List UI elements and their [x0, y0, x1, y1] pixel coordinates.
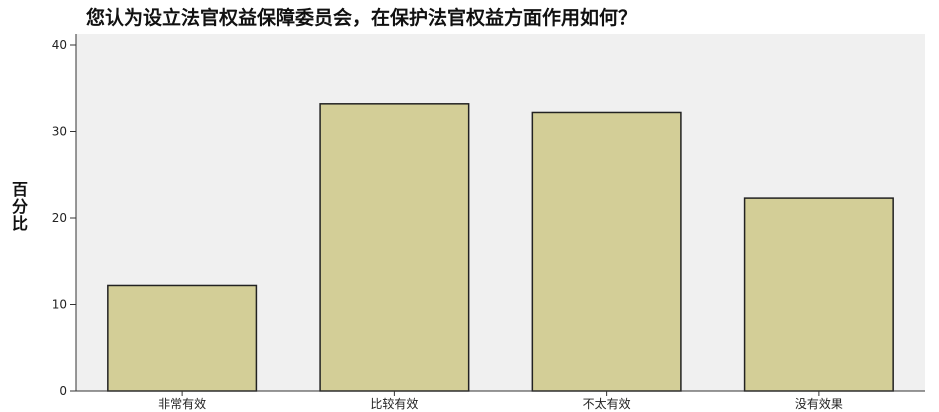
- y-axis: 0 10 20 30 40: [52, 34, 77, 398]
- x-tick-label: 比较有效: [370, 396, 418, 411]
- x-tick-label: 不太有效: [583, 396, 631, 411]
- y-tick-label: 0: [59, 384, 67, 398]
- bar: [107, 284, 258, 392]
- x-tick-label: 没有效果: [795, 396, 843, 411]
- y-tick-label: 10: [52, 298, 67, 312]
- y-tick-label: 30: [52, 125, 67, 139]
- bar: [743, 197, 894, 392]
- y-tick-label: 20: [52, 211, 67, 225]
- y-tick-label: 40: [52, 38, 67, 52]
- y-axis-label-char: 分: [12, 197, 28, 216]
- y-axis-label-char: 比: [12, 214, 28, 233]
- x-axis: 非常有效 比较有效 不太有效 没有效果: [76, 390, 925, 411]
- x-tick-label: 非常有效: [158, 396, 206, 411]
- bar: [319, 103, 470, 392]
- bar: [531, 111, 682, 392]
- chart-title: 您认为设立法官权益保障委员会，在保护法官权益方面作用如何？: [86, 6, 637, 29]
- bars: [107, 103, 894, 392]
- y-axis-label: 百分比: [12, 180, 28, 233]
- y-axis-label-char: 百: [12, 180, 28, 199]
